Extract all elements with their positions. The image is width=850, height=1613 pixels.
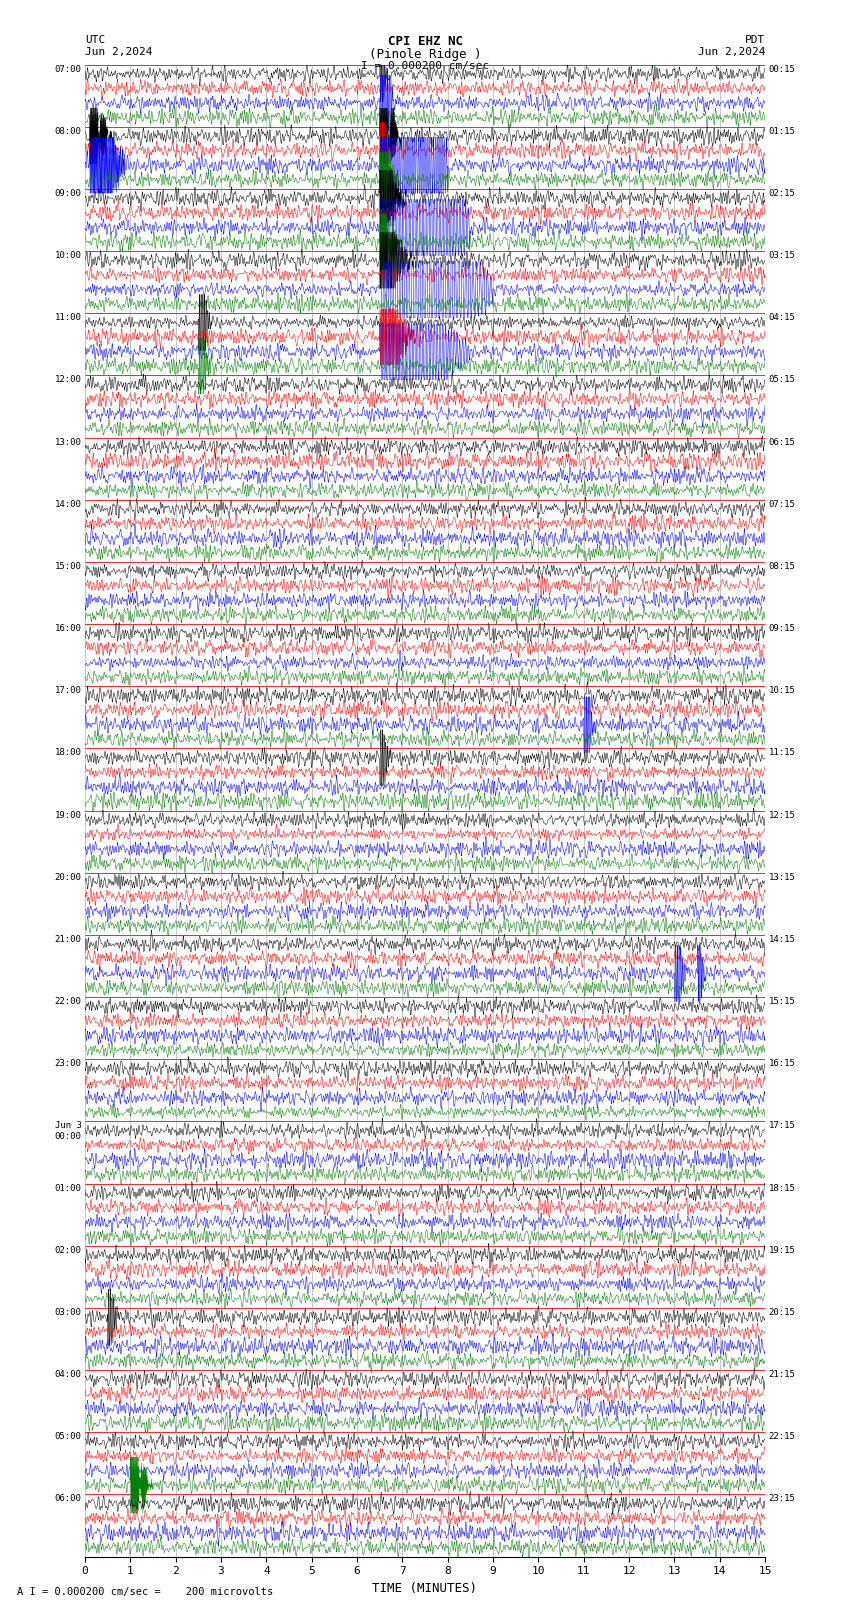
Text: PDT: PDT [745, 35, 765, 45]
Text: 02:15: 02:15 [768, 189, 796, 198]
Text: 16:15: 16:15 [768, 1060, 796, 1068]
Text: 22:00: 22:00 [54, 997, 82, 1007]
Text: 18:15: 18:15 [768, 1184, 796, 1192]
Text: 14:15: 14:15 [768, 936, 796, 944]
Text: CPI EHZ NC: CPI EHZ NC [388, 35, 462, 48]
Text: 09:00: 09:00 [54, 189, 82, 198]
Text: Jun 3
00:00: Jun 3 00:00 [54, 1121, 82, 1140]
Text: 08:15: 08:15 [768, 561, 796, 571]
Text: 15:00: 15:00 [54, 561, 82, 571]
Text: 10:15: 10:15 [768, 686, 796, 695]
Text: 23:15: 23:15 [768, 1494, 796, 1503]
Text: 13:15: 13:15 [768, 873, 796, 882]
Text: 14:00: 14:00 [54, 500, 82, 508]
Text: 21:15: 21:15 [768, 1369, 796, 1379]
Text: 07:00: 07:00 [54, 65, 82, 74]
Text: 12:00: 12:00 [54, 376, 82, 384]
Text: (Pinole Ridge ): (Pinole Ridge ) [369, 48, 481, 61]
X-axis label: TIME (MINUTES): TIME (MINUTES) [372, 1582, 478, 1595]
Text: 09:15: 09:15 [768, 624, 796, 632]
Text: 01:15: 01:15 [768, 127, 796, 135]
Text: 13:00: 13:00 [54, 437, 82, 447]
Text: 20:15: 20:15 [768, 1308, 796, 1316]
Text: 02:00: 02:00 [54, 1245, 82, 1255]
Text: 00:15: 00:15 [768, 65, 796, 74]
Text: 19:00: 19:00 [54, 810, 82, 819]
Text: 04:15: 04:15 [768, 313, 796, 323]
Text: 17:00: 17:00 [54, 686, 82, 695]
Text: 20:00: 20:00 [54, 873, 82, 882]
Text: 21:00: 21:00 [54, 936, 82, 944]
Text: 05:15: 05:15 [768, 376, 796, 384]
Text: 04:00: 04:00 [54, 1369, 82, 1379]
Text: 07:15: 07:15 [768, 500, 796, 508]
Text: 03:15: 03:15 [768, 252, 796, 260]
Text: 23:00: 23:00 [54, 1060, 82, 1068]
Text: Jun 2,2024: Jun 2,2024 [85, 47, 152, 56]
Text: 05:00: 05:00 [54, 1432, 82, 1440]
Text: 10:00: 10:00 [54, 252, 82, 260]
Text: 17:15: 17:15 [768, 1121, 796, 1131]
Text: Jun 2,2024: Jun 2,2024 [698, 47, 765, 56]
Text: 12:15: 12:15 [768, 810, 796, 819]
Text: 06:00: 06:00 [54, 1494, 82, 1503]
Text: 08:00: 08:00 [54, 127, 82, 135]
Text: 01:00: 01:00 [54, 1184, 82, 1192]
Text: UTC: UTC [85, 35, 105, 45]
Text: 15:15: 15:15 [768, 997, 796, 1007]
Text: A I = 0.000200 cm/sec =    200 microvolts: A I = 0.000200 cm/sec = 200 microvolts [17, 1587, 273, 1597]
Text: 22:15: 22:15 [768, 1432, 796, 1440]
Text: 18:00: 18:00 [54, 748, 82, 758]
Text: 11:00: 11:00 [54, 313, 82, 323]
Text: I = 0.000200 cm/sec: I = 0.000200 cm/sec [361, 61, 489, 71]
Text: 03:00: 03:00 [54, 1308, 82, 1316]
Text: 16:00: 16:00 [54, 624, 82, 632]
Text: 06:15: 06:15 [768, 437, 796, 447]
Text: 11:15: 11:15 [768, 748, 796, 758]
Text: 19:15: 19:15 [768, 1245, 796, 1255]
